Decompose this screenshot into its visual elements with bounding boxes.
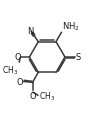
Text: O: O bbox=[29, 91, 36, 100]
Text: O: O bbox=[14, 53, 21, 62]
Text: CH$_3$: CH$_3$ bbox=[2, 64, 18, 76]
Text: S: S bbox=[75, 53, 81, 62]
Text: N: N bbox=[27, 27, 34, 36]
Text: NH$_2$: NH$_2$ bbox=[62, 20, 79, 32]
Text: O: O bbox=[17, 77, 23, 86]
Text: CH$_3$: CH$_3$ bbox=[39, 90, 55, 102]
